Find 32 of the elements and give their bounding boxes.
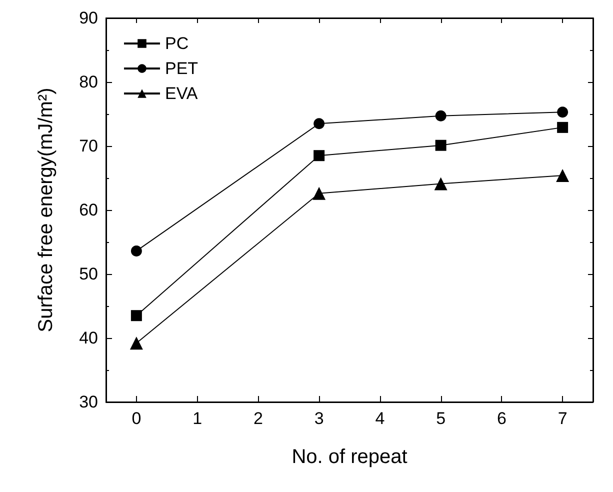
point: [130, 336, 143, 350]
y-tick-label: 70: [79, 136, 98, 156]
y-tick-label: 90: [79, 8, 98, 28]
x-tick-label: 1: [192, 409, 202, 428]
y-tick-label: 50: [79, 264, 98, 284]
point: [435, 110, 446, 122]
legend-label: PC: [165, 34, 189, 53]
y-tick-label: 30: [79, 392, 98, 412]
point: [557, 122, 568, 133]
point: [130, 310, 142, 322]
y-tick-label: 60: [79, 200, 98, 220]
y-tick-label: 40: [79, 328, 98, 348]
point: [312, 186, 326, 200]
x-tick-label: 7: [558, 409, 568, 428]
legend-label: PET: [165, 59, 198, 78]
x-tick-label: 2: [253, 409, 263, 428]
point: [557, 106, 568, 118]
x-tick-label: 4: [375, 409, 385, 428]
x-tick-label: 3: [314, 409, 324, 428]
x-tick-label: 0: [132, 409, 142, 428]
y-tick-label: 80: [79, 72, 98, 92]
point: [434, 177, 448, 190]
y-axis-title: Surface free energy(mJ/m²): [35, 88, 57, 332]
x-axis-title: No. of repeat: [292, 446, 408, 468]
point: [435, 140, 446, 151]
legend-label: EVA: [165, 84, 198, 103]
point: [314, 118, 325, 130]
point: [130, 245, 142, 256]
point: [314, 150, 325, 162]
x-tick-label: 5: [436, 409, 446, 428]
point: [556, 168, 570, 182]
x-tick-label: 6: [496, 409, 506, 428]
